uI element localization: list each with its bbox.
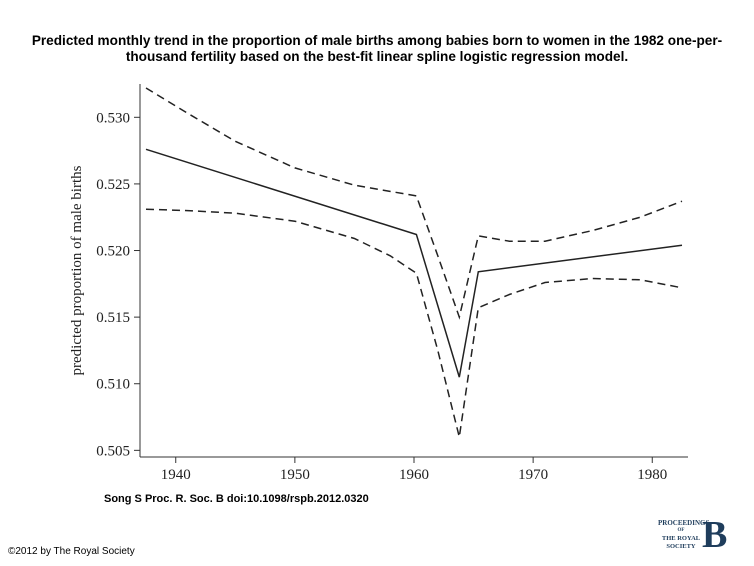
y-tick-label: 0.510	[96, 377, 130, 393]
logo-line: THE ROYAL	[661, 535, 701, 542]
x-tick-label: 1970	[518, 467, 548, 483]
x-tick-label: 1960	[399, 467, 429, 483]
copyright: ©2012 by The Royal Society	[8, 546, 135, 557]
x-tick-label: 1940	[161, 467, 191, 483]
y-tick-label: 0.530	[96, 110, 130, 126]
x-tick-label: 1950	[280, 467, 310, 483]
trend-line	[145, 148, 683, 378]
logo-line: SOCIETY	[666, 543, 696, 550]
y-tick-label: 0.525	[96, 177, 130, 193]
logo-line: PROCEEDINGS	[658, 519, 710, 527]
chart-labels: 0.505 0.510 0.515 0.520 0.525 0.530 1940 1950 19…	[69, 110, 667, 483]
confidence-bound-line	[145, 87, 683, 320]
logo-letter: B	[702, 514, 728, 556]
chart-series	[145, 87, 683, 438]
chart-axes	[134, 84, 688, 463]
y-tick-label: 0.520	[96, 244, 130, 260]
journal-logo: PROCEEDINGS OF THE ROYAL SOCIETY B	[658, 515, 730, 555]
confidence-bound-line	[145, 208, 683, 438]
citation: Song S Proc. R. Soc. B doi:10.1098/rspb.…	[104, 493, 369, 505]
logo-line: OF	[677, 528, 685, 533]
logo-text: PROCEEDINGS OF THE ROYAL SOCIETY	[658, 519, 710, 551]
y-tick-label: 0.505	[96, 443, 130, 459]
y-axis-label: predicted proportion of male births	[69, 165, 85, 375]
figure-title: Predicted monthly trend in the proportio…	[31, 33, 723, 64]
x-tick-label: 1980	[637, 467, 667, 483]
y-tick-label: 0.515	[96, 310, 130, 326]
